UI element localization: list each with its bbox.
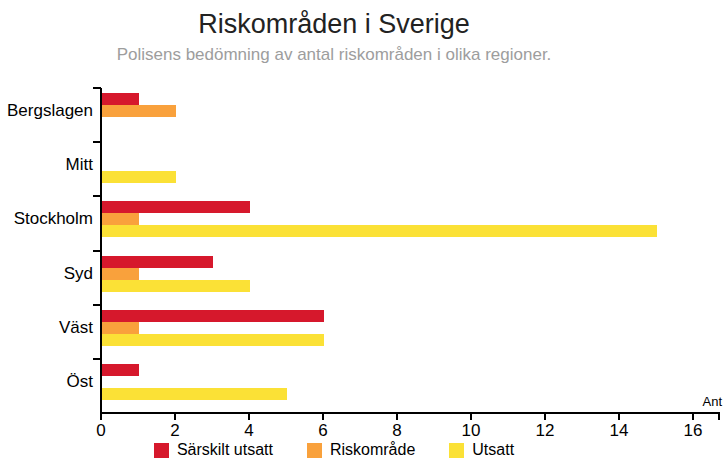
x-tick-label-14: 14 xyxy=(599,421,639,441)
bar-öst-1 xyxy=(102,364,139,376)
category-label-stockholm: Stockholm xyxy=(14,210,93,227)
y-axis-tick xyxy=(93,304,101,306)
x-axis-tick xyxy=(322,414,324,420)
bar-syd-1 xyxy=(102,256,213,268)
bar-syd-2 xyxy=(102,268,139,280)
legend-label: Riskområde xyxy=(330,441,415,459)
category-label-mitt: Mitt xyxy=(66,156,93,173)
x-tick-label-8: 8 xyxy=(377,421,417,441)
bar-väst-2 xyxy=(102,322,139,334)
x-tick-label-0: 0 xyxy=(81,421,121,441)
bar-stockholm-1 xyxy=(102,201,250,213)
x-axis-tick xyxy=(544,414,546,420)
y-axis-tick xyxy=(93,87,101,89)
x-axis-tick xyxy=(248,414,250,420)
legend-swatch xyxy=(449,443,464,458)
bar-väst-3 xyxy=(102,334,324,346)
legend-swatch xyxy=(307,443,322,458)
x-tick-label-16: 16 xyxy=(673,421,713,441)
legend-item-utsatt: Utsatt xyxy=(449,441,514,459)
x-axis-title: Ant xyxy=(702,394,722,409)
x-axis-end-tick xyxy=(718,414,720,420)
legend-item-riskområde: Riskområde xyxy=(307,441,415,459)
category-label-öst: Öst xyxy=(67,373,93,390)
legend-swatch xyxy=(154,443,169,458)
legend-label: Utsatt xyxy=(472,441,514,459)
bar-bergslagen-1 xyxy=(102,93,139,105)
legend: Särskilt utsatt Riskområde Utsatt xyxy=(0,441,668,459)
legend-label: Särskilt utsatt xyxy=(177,441,273,459)
bar-mitt-3 xyxy=(102,171,176,183)
bar-stockholm-3 xyxy=(102,225,657,237)
x-axis-tick xyxy=(100,414,102,420)
bar-stockholm-2 xyxy=(102,213,139,225)
x-axis-tick xyxy=(174,414,176,420)
y-axis-tick xyxy=(93,141,101,143)
x-axis-tick xyxy=(692,414,694,420)
chart-container: Riskområden i Sverige Polisens bedömning… xyxy=(0,0,723,466)
chart-header: Riskområden i Sverige Polisens bedömning… xyxy=(0,8,668,66)
bar-bergslagen-2 xyxy=(102,105,176,117)
chart-title: Riskområden i Sverige xyxy=(0,8,668,40)
x-tick-label-4: 4 xyxy=(229,421,269,441)
bar-öst-3 xyxy=(102,388,287,400)
category-label-bergslagen: Bergslagen xyxy=(7,102,93,119)
x-axis-line xyxy=(100,412,720,414)
x-axis-tick xyxy=(470,414,472,420)
bar-väst-1 xyxy=(102,310,324,322)
y-axis-tick xyxy=(93,195,101,197)
x-axis-tick xyxy=(396,414,398,420)
x-tick-label-6: 6 xyxy=(303,421,343,441)
bar-syd-3 xyxy=(102,280,250,292)
x-tick-label-12: 12 xyxy=(525,421,565,441)
y-axis-tick xyxy=(93,358,101,360)
chart-subtitle: Polisens bedömning av antal riskområden … xyxy=(0,44,668,66)
legend-item-särskilt-utsatt: Särskilt utsatt xyxy=(154,441,273,459)
category-label-väst: Väst xyxy=(59,319,93,336)
category-label-syd: Syd xyxy=(64,265,93,282)
x-tick-label-2: 2 xyxy=(155,421,195,441)
x-axis-tick xyxy=(618,414,620,420)
x-tick-label-10: 10 xyxy=(451,421,491,441)
y-axis-tick xyxy=(93,250,101,252)
